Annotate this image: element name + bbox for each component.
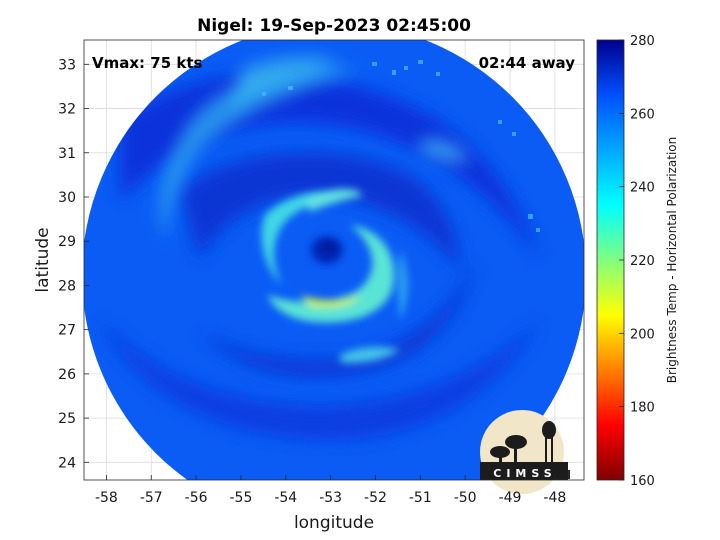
y-tick-label: 25 [58,411,76,427]
y-tick-label: 30 [58,190,76,206]
colorbar-tick-label: 160 [630,474,655,489]
x-tick-label: -58 [95,490,118,506]
map-title: Nigel: 19-Sep-2023 02:45:00 [197,16,471,36]
plot-area: Vmax: 75 kts 02:44 away CIMSS -58 -57 -56-… [58,39,585,506]
colorbar: 160 180 200 220 240 260 280 Brightness Temp - … [596,34,679,489]
y-tick-label: 33 [58,57,76,73]
cimss-logo-text: CIMSS [493,467,556,480]
y-tick-label: 31 [58,146,76,162]
y-tick-label: 29 [58,234,76,250]
x-axis-label: longitude [294,513,374,533]
vmax-label: Vmax: 75 kts [92,54,202,72]
x-tick-label: -54 [274,490,297,506]
x-axis-ticks: -58 -57 -56 -55 -54 -53 -52 -51 -50 -49 -48 [95,475,566,506]
colorbar-tick-label: 220 [630,254,655,269]
colorbar-tick-label: 280 [630,34,655,49]
x-tick-label: -55 [230,490,253,506]
y-tick-label: 28 [58,278,76,294]
time-away-label: 02:44 away [479,54,576,72]
x-tick-label: -51 [409,490,432,506]
y-tick-label: 24 [58,455,76,471]
x-tick-label: -52 [364,490,387,506]
x-tick-label: -48 [543,490,566,506]
y-axis-ticks: 24 25 26 27 28 29 30 31 32 33 [58,57,89,471]
x-tick-label: -57 [140,490,163,506]
brightness-temp-swath [84,40,584,480]
colorbar-tick-label: 180 [630,401,655,416]
colorbar-tick-label: 240 [630,181,655,196]
x-tick-label: -50 [454,490,477,506]
y-tick-label: 27 [58,323,76,339]
x-tick-label: -53 [319,490,342,506]
colorbar-tick-label: 200 [630,327,655,342]
x-tick-label: -56 [185,490,208,506]
colorbar-ticks: 160 180 200 220 240 260 280 [619,34,655,489]
colorbar-label: Brightness Temp - Horizontal Polarizatio… [665,137,679,384]
y-tick-label: 26 [58,367,76,383]
colorbar-tick-label: 260 [630,107,655,122]
x-tick-label: -49 [499,490,522,506]
y-axis-label: latitude [33,227,53,292]
y-tick-label: 32 [58,102,76,118]
cimss-logo: CIMSS [480,410,570,494]
